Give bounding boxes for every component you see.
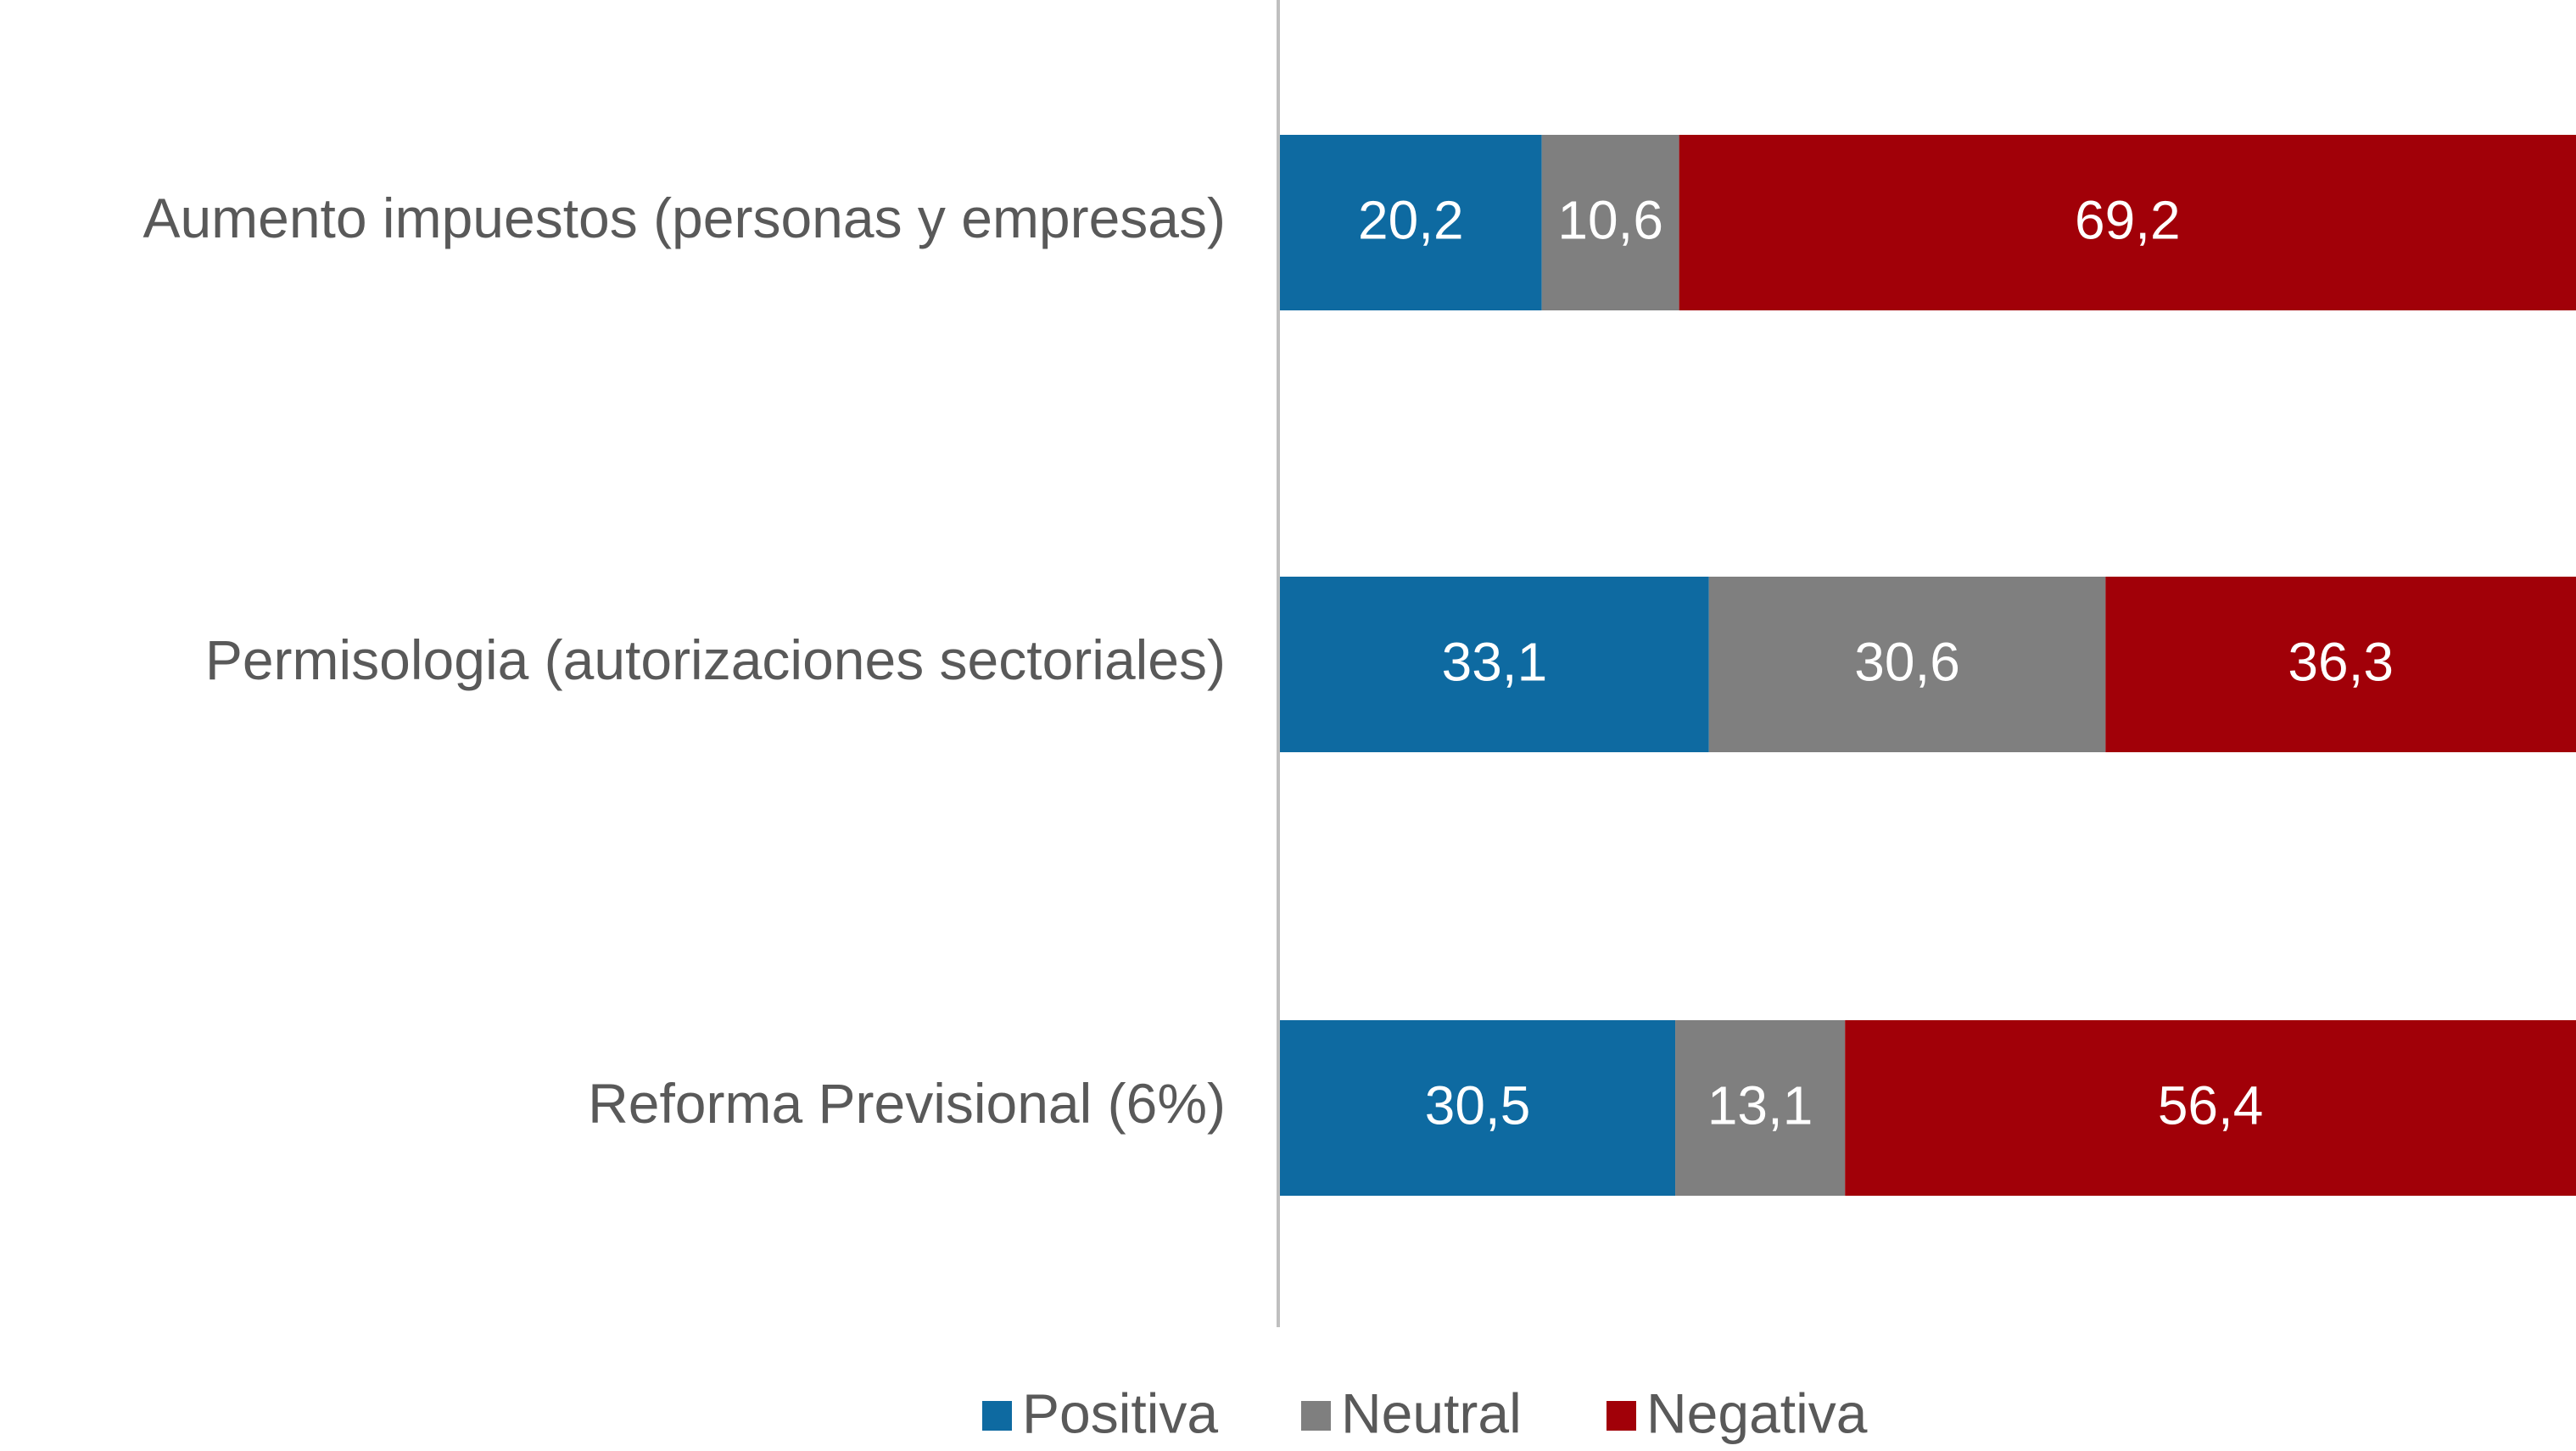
data-label: 30,5 (1425, 1074, 1531, 1136)
bar-segment (1679, 135, 2576, 310)
data-label: 13,1 (1707, 1074, 1813, 1136)
data-label: 20,2 (1358, 189, 1464, 250)
bar-segment (1280, 577, 1709, 752)
legend-swatch (982, 1401, 1012, 1431)
legend-label: Positiva (1022, 1381, 1218, 1444)
bar-segment (1280, 1020, 1676, 1196)
data-label: 69,2 (2075, 189, 2181, 250)
legend-label: Negativa (1646, 1381, 1868, 1444)
bar-segment (1845, 1020, 2576, 1196)
bar-segment (1675, 1020, 1846, 1196)
legend-swatch (1607, 1401, 1636, 1431)
data-label: 56,4 (2158, 1074, 2264, 1136)
legend-swatch (1301, 1401, 1331, 1431)
data-label: 33,1 (1442, 631, 1548, 692)
category-label: Reforma Previsional (6%) (588, 1072, 1226, 1135)
category-label: Permisologia (autorizaciones sectoriales… (205, 628, 1226, 691)
bar-segment (2105, 577, 2576, 752)
data-label: 30,6 (1854, 631, 1960, 692)
legend-label: Neutral (1341, 1381, 1522, 1444)
data-label: 10,6 (1557, 189, 1663, 250)
bar-segment (1280, 135, 1542, 310)
category-label: Aumento impuestos (personas y empresas) (142, 187, 1226, 249)
data-label: 36,3 (2288, 631, 2394, 692)
bar-segment (1708, 577, 2106, 752)
bar-segment (1541, 135, 1679, 310)
